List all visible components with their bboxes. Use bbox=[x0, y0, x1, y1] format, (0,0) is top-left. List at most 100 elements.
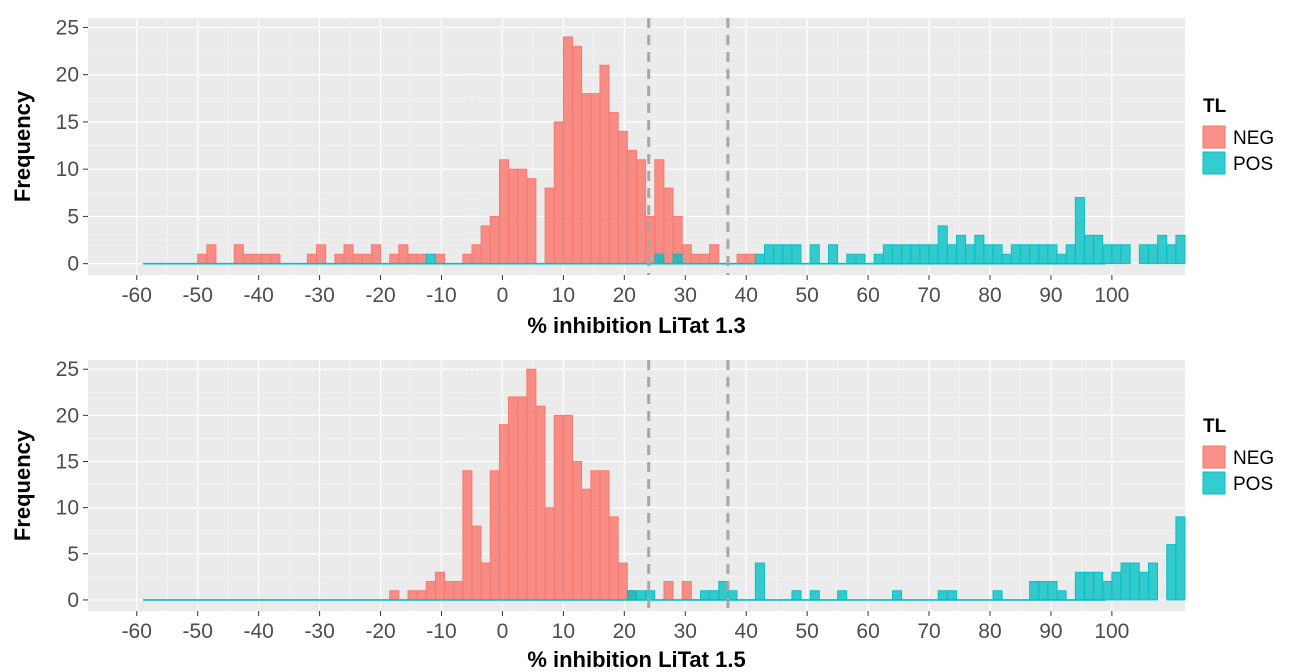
bar-pos-68 bbox=[764, 244, 775, 265]
bar-neg-14 bbox=[270, 253, 281, 265]
bar-pos-97 bbox=[1029, 244, 1040, 265]
bar-neg-25 bbox=[370, 244, 381, 265]
y-tick-label: 25 bbox=[56, 16, 79, 39]
bar-pos-94 bbox=[1001, 253, 1012, 265]
bar-pos-67 bbox=[754, 253, 765, 265]
bar-neg-22 bbox=[343, 244, 354, 265]
plot-panel-background bbox=[88, 360, 1185, 611]
bar-neg-42 bbox=[526, 368, 537, 601]
bar-pos-110 bbox=[1147, 562, 1159, 601]
bar-pos-99 bbox=[1047, 581, 1058, 601]
bar-neg-42 bbox=[526, 178, 537, 265]
bar-pos-93 bbox=[992, 244, 1003, 265]
bar-neg-47 bbox=[572, 45, 583, 265]
x-tick-label: -60 bbox=[122, 284, 152, 307]
y-tick-label: 20 bbox=[56, 64, 79, 87]
legend-key-neg bbox=[1202, 445, 1226, 469]
bar-pos-97 bbox=[1029, 581, 1040, 601]
bar-neg-28 bbox=[398, 244, 409, 265]
bar-pos-85 bbox=[919, 244, 930, 265]
y-tick-label: 10 bbox=[56, 497, 79, 520]
bar-pos-82 bbox=[892, 244, 903, 265]
x-tick-label: 30 bbox=[674, 620, 697, 643]
bar-pos-98 bbox=[1038, 581, 1049, 601]
bar-pos-103 bbox=[1083, 571, 1095, 601]
bar-pos-84 bbox=[910, 244, 921, 265]
bar-pos-90 bbox=[965, 244, 976, 265]
series-neg bbox=[389, 368, 692, 601]
bar-pos-101 bbox=[1065, 244, 1076, 265]
x-axis-title: % inhibition LiTat 1.5 bbox=[527, 647, 745, 672]
bar-neg-46 bbox=[562, 414, 573, 601]
bar-neg-52 bbox=[617, 562, 628, 601]
bar-pos-71 bbox=[791, 244, 802, 265]
bar-neg-40 bbox=[508, 168, 519, 265]
bar-pos-102 bbox=[1074, 197, 1085, 265]
bar-neg-60 bbox=[690, 253, 701, 265]
bar-pos-69 bbox=[773, 244, 784, 265]
bar-pos-93 bbox=[992, 590, 1003, 601]
y-tick-label: 5 bbox=[67, 543, 79, 566]
bar-neg-37 bbox=[480, 562, 491, 601]
x-tick-label: -30 bbox=[304, 284, 334, 307]
bar-neg-45 bbox=[553, 121, 564, 265]
y-tick-label: 5 bbox=[67, 205, 79, 228]
bar-neg-38 bbox=[489, 215, 500, 265]
bar-neg-59 bbox=[681, 581, 692, 601]
bar-pos-105 bbox=[1102, 581, 1113, 601]
bar-pos-61 bbox=[700, 590, 711, 601]
x-tick-label: -10 bbox=[426, 284, 456, 307]
bar-neg-19 bbox=[316, 244, 327, 265]
bar-pos-106 bbox=[1111, 571, 1122, 601]
bar-neg-31 bbox=[425, 581, 436, 601]
bar-neg-45 bbox=[553, 414, 564, 601]
bar-neg-51 bbox=[608, 516, 619, 601]
x-tick-label: -50 bbox=[183, 284, 213, 307]
legend-title: TL bbox=[1203, 96, 1227, 117]
bar-neg-44 bbox=[544, 187, 555, 265]
x-tick-label: 40 bbox=[735, 284, 758, 307]
x-tick-label: 80 bbox=[978, 284, 1001, 307]
bar-pos-100 bbox=[1056, 590, 1067, 601]
bar-neg-36 bbox=[471, 244, 482, 265]
x-tick-label: 50 bbox=[795, 284, 818, 307]
bar-neg-33 bbox=[444, 581, 455, 601]
x-tick-label: 80 bbox=[978, 620, 1001, 643]
bar-pos-78 bbox=[855, 253, 866, 265]
bar-neg-52 bbox=[617, 130, 628, 265]
bar-pos-88 bbox=[946, 244, 957, 265]
bar-pos-106 bbox=[1111, 244, 1122, 265]
x-tick-label: -40 bbox=[243, 620, 273, 643]
bar-pos-108 bbox=[1129, 562, 1140, 601]
bar-neg-44 bbox=[544, 507, 555, 601]
bar-pos-92 bbox=[983, 244, 994, 265]
bar-neg-35 bbox=[462, 470, 473, 601]
x-tick-label: -30 bbox=[304, 620, 334, 643]
bar-pos-109 bbox=[1138, 244, 1149, 265]
bar-pos-71 bbox=[791, 590, 802, 601]
x-axis-title: % inhibition LiTat 1.3 bbox=[527, 313, 745, 338]
bar-pos-105 bbox=[1102, 244, 1113, 265]
bar-pos-53 bbox=[626, 590, 637, 601]
bar-pos-73 bbox=[809, 244, 820, 265]
y-tick-label: 10 bbox=[56, 158, 79, 181]
bar-neg-47 bbox=[572, 461, 583, 601]
bar-neg-18 bbox=[306, 253, 317, 265]
bar-pos-75 bbox=[828, 244, 839, 265]
bar-neg-66 bbox=[745, 253, 756, 265]
bar-pos-81 bbox=[882, 244, 893, 265]
bar-pos-107 bbox=[1120, 244, 1131, 265]
bar-pos-80 bbox=[873, 253, 884, 265]
bar-pos-102 bbox=[1074, 571, 1085, 601]
bar-neg-55 bbox=[645, 215, 656, 265]
y-tick-label: 15 bbox=[56, 111, 79, 134]
bar-neg-48 bbox=[581, 93, 592, 265]
bar-neg-48 bbox=[581, 488, 592, 601]
x-tick-label: 100 bbox=[1094, 620, 1129, 643]
bar-pos-109 bbox=[1138, 571, 1149, 601]
x-tick-label: 20 bbox=[613, 284, 636, 307]
bar-pos-110 bbox=[1147, 244, 1159, 265]
bar-pos-77 bbox=[846, 253, 857, 265]
y-tick-label: 0 bbox=[67, 253, 79, 276]
